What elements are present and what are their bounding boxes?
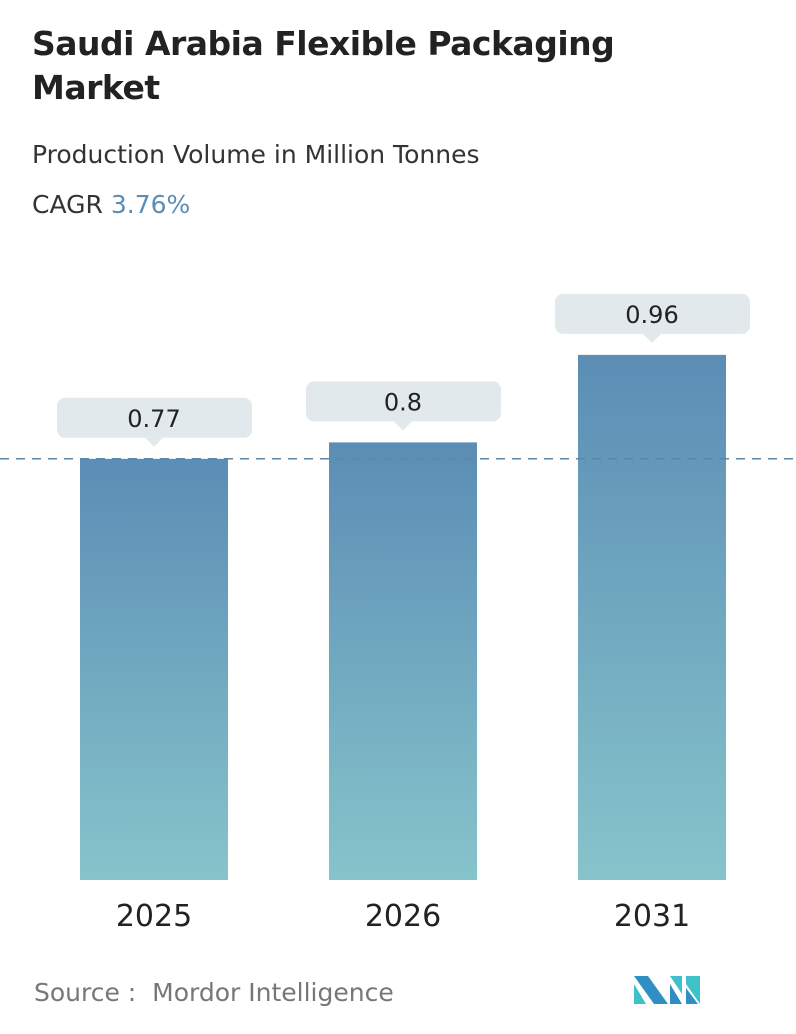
data-label-pointer bbox=[145, 437, 163, 447]
data-label: 0.8 bbox=[384, 388, 422, 416]
source-label: Source : bbox=[34, 978, 137, 1007]
x-tick-label: 2026 bbox=[365, 899, 441, 934]
cagr-label: CAGR bbox=[32, 190, 103, 219]
data-label-pointer bbox=[643, 333, 661, 343]
data-label-box bbox=[306, 381, 501, 422]
data-label: 0.96 bbox=[625, 301, 678, 329]
mordor-logo-icon bbox=[634, 976, 700, 1004]
chart-title: Saudi Arabia Flexible Packaging Market bbox=[32, 24, 615, 107]
data-label-box bbox=[57, 397, 252, 438]
bar-2025 bbox=[80, 458, 228, 880]
chart-subtitle: Production Volume in Million Tonnes bbox=[32, 140, 480, 169]
data-label: 0.77 bbox=[127, 405, 180, 433]
data-label-pointer bbox=[394, 421, 412, 431]
bar-2031 bbox=[578, 354, 726, 880]
cagr-value: 3.76% bbox=[110, 190, 191, 219]
bar-2026 bbox=[329, 442, 477, 880]
cagr: CAGR 3.76% bbox=[32, 190, 190, 219]
x-tick-label: 2031 bbox=[614, 899, 690, 934]
source: Source : Mordor Intelligence bbox=[34, 978, 394, 1007]
x-tick-label: 2025 bbox=[116, 899, 192, 934]
source-value: Mordor Intelligence bbox=[152, 978, 394, 1007]
data-label-box bbox=[555, 293, 750, 334]
bar-chart: 0.77 2025 0.8 2026 0.96 2031 bbox=[0, 293, 796, 934]
